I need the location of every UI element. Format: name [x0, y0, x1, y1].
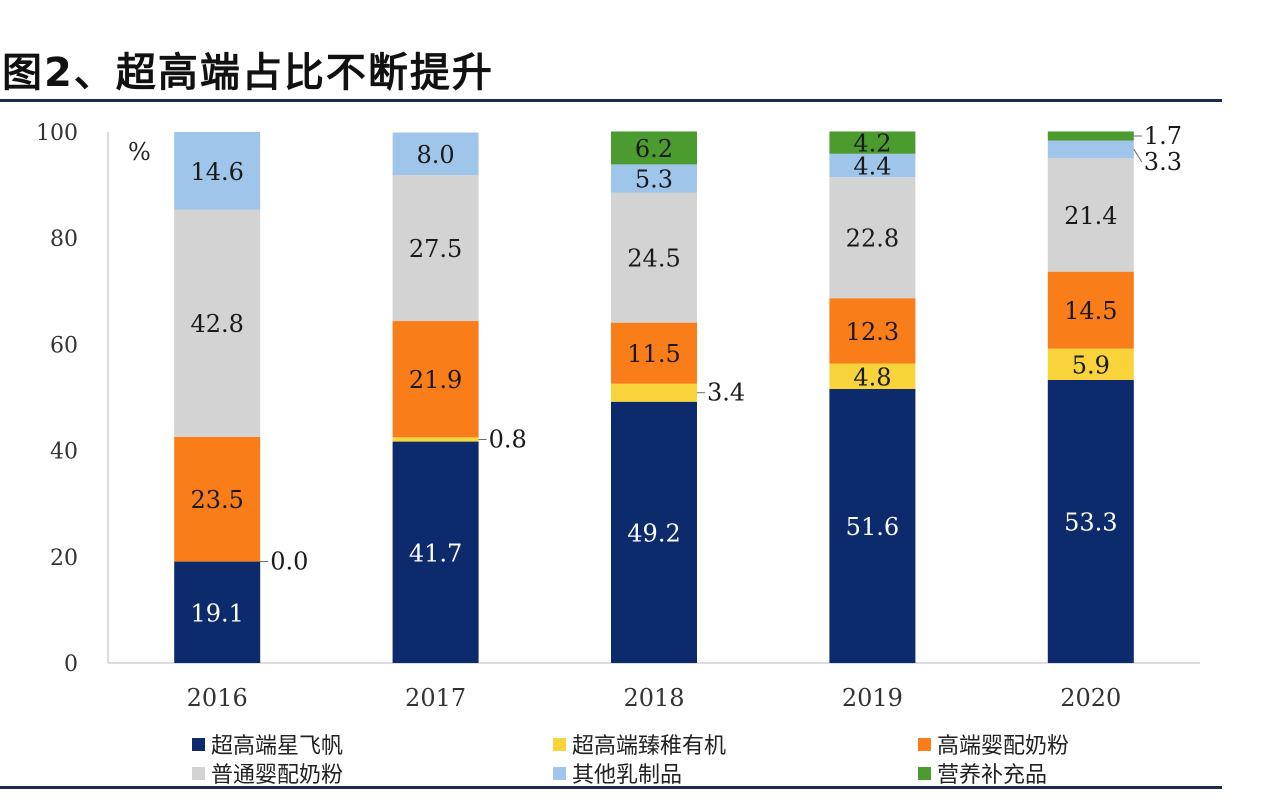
x-tick-label: 2019 [842, 684, 903, 712]
bar-segment [392, 321, 479, 438]
bar-segment [611, 322, 697, 384]
data-label: 5.9 [1072, 351, 1110, 379]
bar-segment [174, 436, 261, 562]
legend-item: 高端婴配奶粉 [918, 728, 1069, 760]
data-label: 21.9 [409, 366, 462, 394]
bar-segment [829, 298, 916, 364]
bar-segment [1047, 158, 1134, 272]
data-label-leader [1133, 148, 1143, 163]
y-tick-label: 80 [50, 227, 78, 252]
bar-segment [174, 132, 261, 210]
data-label: 12.3 [846, 318, 899, 346]
bar-segment [392, 441, 479, 663]
bar-segment [829, 131, 916, 154]
bar-segment [829, 177, 916, 299]
legend-swatch [192, 737, 205, 751]
bar-segment [611, 401, 697, 663]
y-tick-label: 60 [50, 333, 78, 358]
data-label: 8.0 [417, 141, 455, 169]
data-label: 24.5 [627, 245, 680, 273]
legend-label: 普通婴配奶粉 [211, 763, 344, 788]
bar-segment [611, 131, 697, 165]
y-axis-unit-label: % [128, 138, 151, 166]
y-tick-label: 100 [36, 121, 78, 146]
bar-segment [392, 175, 479, 322]
legend-label: 超高端臻稚有机 [572, 734, 727, 759]
legend-label: 营养补充品 [937, 763, 1048, 788]
data-label: 1.7 [1144, 122, 1182, 150]
data-label: 0.8 [489, 425, 527, 453]
bar-segment [174, 561, 261, 663]
legend-item: 其他乳制品 [553, 757, 682, 789]
y-tick-label: 0 [64, 652, 78, 677]
data-label: 4.2 [853, 130, 891, 158]
bar-segment [829, 153, 916, 178]
bar-segment [611, 164, 697, 193]
data-label: 19.1 [190, 599, 243, 627]
data-label: 23.5 [190, 486, 243, 514]
data-label: 14.6 [190, 158, 243, 186]
bar-segment [174, 209, 261, 437]
data-label: 6.2 [635, 135, 673, 163]
bar-segment [611, 192, 697, 323]
data-label: 49.2 [627, 519, 680, 547]
legend-swatch [553, 766, 566, 780]
legend-swatch [918, 737, 931, 751]
data-label: 4.8 [853, 363, 891, 391]
bar-segment [392, 132, 479, 176]
data-label: 3.3 [1144, 148, 1182, 176]
legend-swatch [918, 766, 931, 780]
y-tick-label: 20 [50, 546, 78, 571]
data-label: 21.4 [1064, 202, 1117, 230]
bar-segment [829, 363, 916, 390]
x-tick-label: 2017 [405, 684, 466, 712]
data-label: 51.6 [846, 513, 899, 541]
chart-title: 图2、超高端占比不断提升 [2, 50, 494, 96]
data-label: 0.0 [270, 548, 308, 576]
bar-segment [392, 437, 479, 442]
data-label: 42.8 [190, 310, 243, 338]
legend-item: 普通婴配奶粉 [192, 757, 343, 789]
legend-label: 超高端星飞帆 [211, 734, 344, 759]
bar-segment [1047, 271, 1134, 349]
y-tick-label: 40 [50, 440, 78, 465]
data-label: 22.8 [846, 225, 899, 253]
data-label: 4.4 [853, 152, 891, 180]
legend-item: 超高端臻稚有机 [553, 728, 726, 760]
data-label: 53.3 [1064, 508, 1117, 536]
data-label: 41.7 [409, 539, 462, 567]
bar-segment [1047, 140, 1134, 159]
data-label: 3.4 [707, 379, 745, 407]
legend-item: 营养补充品 [918, 757, 1047, 789]
x-tick-label: 2018 [623, 684, 684, 712]
bar-segment [1047, 348, 1134, 380]
data-label: 5.3 [635, 165, 673, 193]
bar-segment [1047, 379, 1134, 663]
x-tick-label: 2020 [1060, 684, 1121, 712]
bottom-divider [0, 786, 1222, 789]
data-label: 11.5 [627, 340, 680, 368]
bar-segment [1047, 131, 1134, 141]
legend-swatch [192, 766, 205, 780]
legend-label: 其他乳制品 [572, 763, 683, 788]
x-tick-label: 2016 [187, 684, 248, 712]
legend-swatch [553, 737, 566, 751]
bar-segment [829, 389, 916, 663]
legend-item: 超高端星飞帆 [192, 728, 343, 760]
data-label: 14.5 [1064, 297, 1117, 325]
data-label: 27.5 [409, 235, 462, 263]
title-divider [0, 99, 1222, 102]
legend-label: 高端婴配奶粉 [937, 734, 1070, 759]
bar-segment [611, 383, 697, 402]
